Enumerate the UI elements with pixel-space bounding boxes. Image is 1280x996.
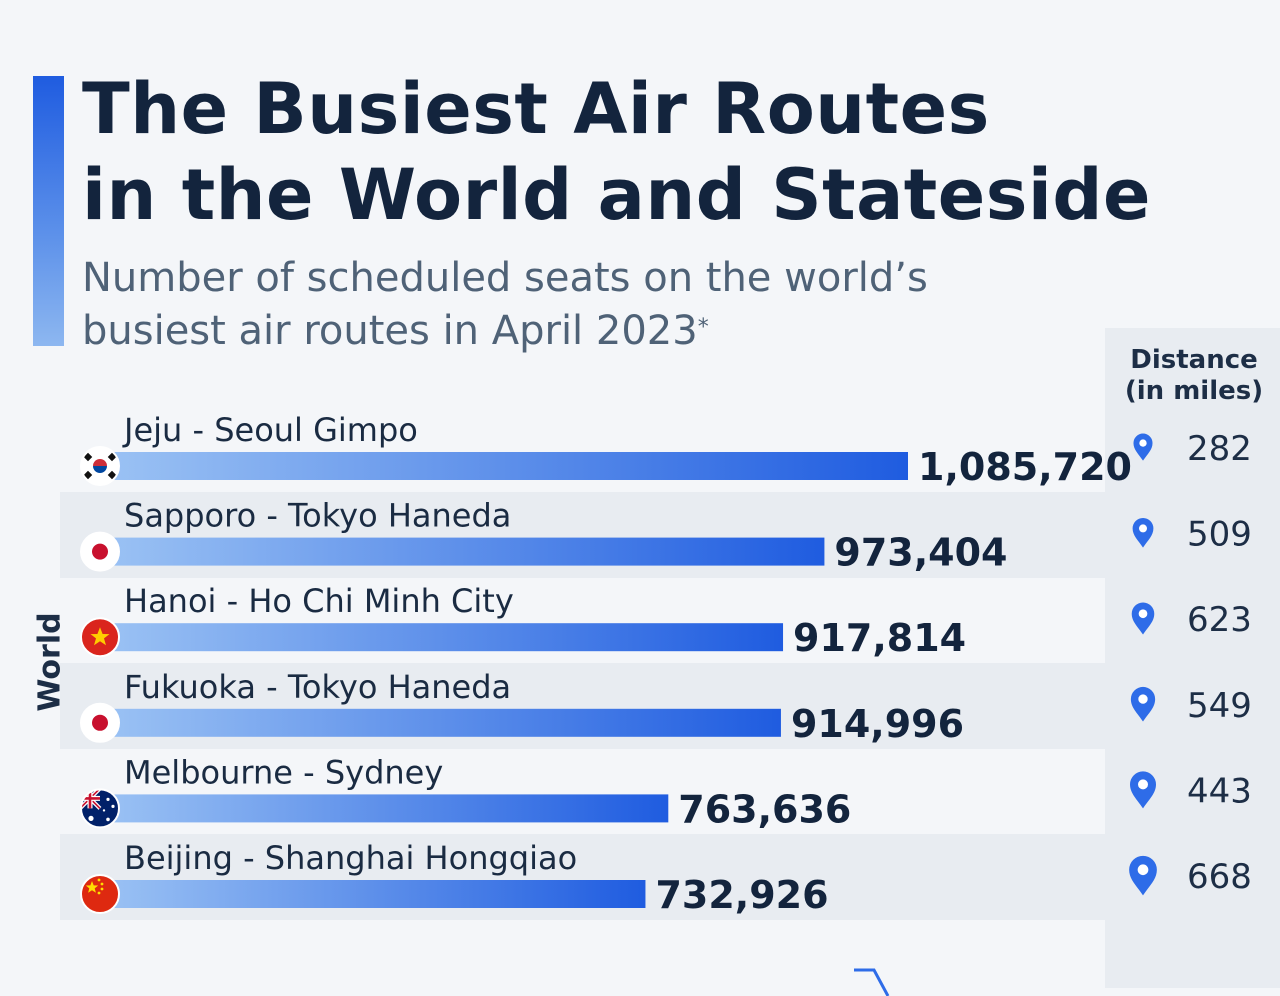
route-label: Beijing - Shanghai Hongqiao: [124, 839, 577, 877]
distance-header: Distance (in miles): [1105, 345, 1280, 407]
map-pin-icon: [1131, 602, 1155, 635]
distance-value: 443: [1187, 771, 1252, 811]
chart-subtitle: Number of scheduled seats on the world’s…: [82, 252, 928, 358]
bar: [100, 794, 669, 823]
japan-flag-icon: [80, 702, 120, 743]
value-label: 1,085,720: [918, 445, 1132, 489]
route-label: Hanoi - Ho Chi Minh City: [124, 582, 514, 620]
value-label: 763,636: [678, 787, 851, 831]
map-pin-icon: [1130, 686, 1156, 722]
bar: [100, 880, 646, 908]
value-label: 732,926: [655, 873, 828, 917]
distance-value: 509: [1187, 515, 1252, 555]
bar: [100, 708, 781, 737]
bar: [100, 623, 784, 652]
route-label: Sapporo - Tokyo Haneda: [124, 497, 511, 535]
value-label: 973,404: [834, 531, 1007, 575]
distance-value: 623: [1187, 600, 1252, 640]
route-label: Jeju - Seoul Gimpo: [122, 411, 418, 449]
vietnam-flag-icon: [80, 617, 120, 658]
chart-title-line-2: in the World and Stateside: [82, 154, 1151, 236]
route-label: Melbourne - Sydney: [124, 753, 443, 791]
japan-flag-icon: [80, 531, 120, 572]
australia-flag-icon: [80, 788, 120, 829]
footnote-mark: *: [697, 315, 709, 340]
chart-subtitle-line-2-text: busiest air routes in April 2023: [82, 308, 698, 354]
distance-value: 668: [1187, 857, 1252, 897]
distance-header-line-2: (in miles): [1124, 376, 1264, 406]
value-label: 917,814: [793, 616, 966, 660]
map-pin-icon: [1133, 433, 1153, 461]
route-label: Fukuoka - Tokyo Haneda: [124, 668, 511, 706]
chart-title: The Busiest Air Routes in the World and …: [82, 66, 1151, 238]
chart-subtitle-line-2: busiest air routes in April 2023*: [82, 305, 928, 358]
value-label: 914,996: [791, 702, 964, 746]
accent-bar: [33, 76, 64, 346]
map-pin-icon: [1130, 771, 1156, 809]
china-flag-icon: [80, 874, 120, 914]
chart-subtitle-line-1: Number of scheduled seats on the world’s: [82, 255, 928, 301]
south-korea-flag-icon: [80, 446, 120, 486]
brand-logo: [854, 968, 890, 996]
bar: [100, 537, 825, 566]
distance-value: 282: [1187, 429, 1252, 469]
chart-title-line-1: The Busiest Air Routes: [82, 68, 990, 150]
distance-header-line-1: Distance: [1130, 345, 1258, 375]
bar: [100, 452, 908, 480]
distance-value: 549: [1187, 686, 1252, 726]
map-pin-icon: [1132, 518, 1154, 548]
map-pin-icon: [1129, 855, 1157, 896]
